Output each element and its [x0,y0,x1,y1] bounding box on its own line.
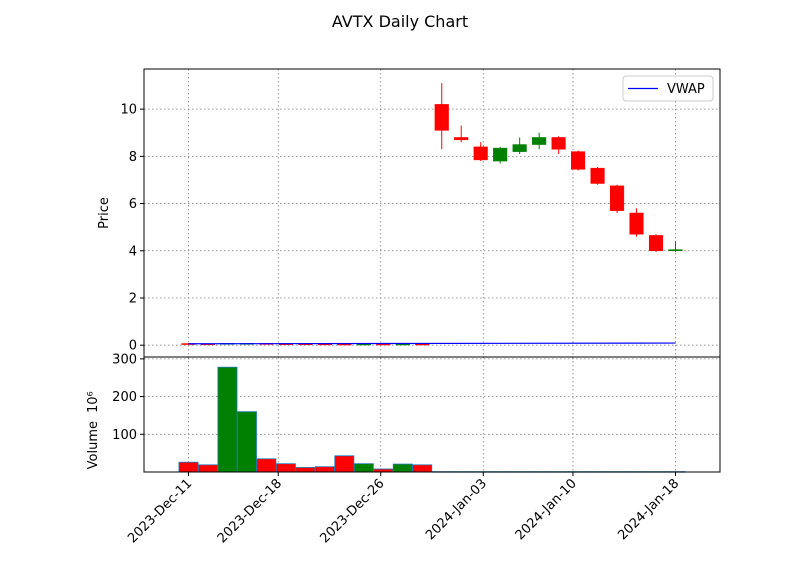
volume-axis-exponent: 10⁶ [86,391,101,413]
volume-bar [412,464,433,473]
volume-bar [353,463,374,473]
price-y-tick-label: 2 [129,291,137,306]
volume-bar [256,458,277,473]
volume-y-tick-label: 300 [112,352,137,367]
volume-bar [295,467,316,473]
x-tick-label: 2024-Jan-10 [513,476,580,543]
legend: VWAP [622,75,714,102]
candle-body [434,104,449,131]
chart-title: AVTX Daily Chart [332,12,468,31]
legend-vwap-label: VWAP [667,82,705,97]
volume-bars [178,366,686,473]
volume-axis-label: Volume [86,421,101,469]
volume-axis-label-group: Volume 10⁶ [86,391,101,469]
volume-bar [178,461,199,473]
price-y-tick-label: 4 [129,244,137,259]
candle-body [668,249,683,252]
price-axis-label: Price [97,197,112,229]
price-y-tick-label: 0 [129,339,137,354]
candle-body [629,212,644,235]
volume-bar [236,411,257,473]
x-tick-label: 2023-Dec-26 [317,476,387,546]
candle-body [376,343,391,346]
x-ticks: 2023-Dec-11 2023-Dec-18 2023-Dec-26 2024-Ja… [125,472,682,546]
volume-bar [392,463,413,473]
x-tick-label: 2023-Dec-18 [215,476,285,546]
volume-axes-frame [143,356,721,473]
price-y-tick-label: 8 [129,150,137,165]
volume-y-tick-label: 100 [112,428,137,443]
candle-body [454,137,469,141]
candle-body [473,146,488,161]
volume-bar [334,455,355,473]
legend-box [622,75,714,102]
volume-y-tick-label: 200 [112,390,137,405]
candle-body [395,343,410,346]
price-y-ticks: 0 2 4 6 8 10 [120,103,144,354]
candle-body [551,137,566,150]
candle-body [415,343,430,346]
price-grid [144,69,720,357]
volume-bar [275,463,296,473]
volume-bar [217,366,238,473]
x-tick-label: 2023-Dec-11 [125,476,195,546]
candle-body [648,235,664,252]
vwap-line [188,342,676,345]
price-y-tick-label: 10 [120,103,137,118]
candle-body [590,167,605,184]
x-tick-label: 2024-Jan-03 [423,476,490,543]
candle-body [609,185,625,211]
candle-body [493,147,508,162]
volume-y-ticks: 100 200 300 [112,352,144,443]
candles [181,83,683,346]
x-tick-label: 2024-Jan-18 [615,476,682,543]
vwap-layer [188,342,676,345]
volume-bar [314,466,335,473]
candle-body [532,137,547,145]
candle-body [356,343,371,346]
candle-body [337,343,352,346]
price-y-tick-label: 6 [129,197,137,212]
candle-body [571,151,586,170]
candle-body [512,144,527,152]
volume-bar [198,464,218,473]
